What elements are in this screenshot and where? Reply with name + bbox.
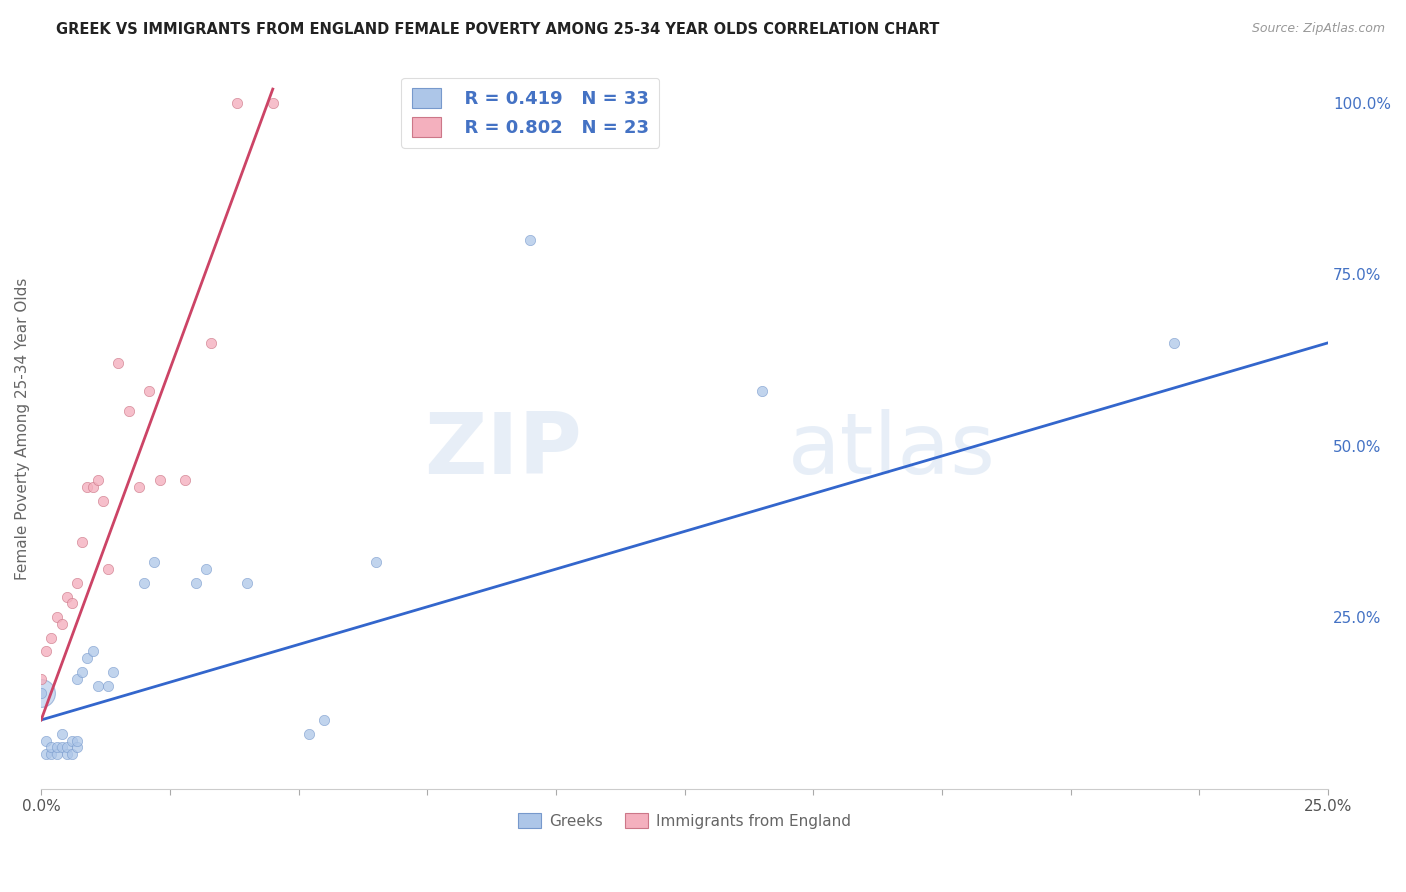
Point <box>56 590 79 604</box>
Y-axis label: Female Poverty Among 25-34 Year Olds: Female Poverty Among 25-34 Year Olds <box>15 277 30 580</box>
Text: GREEK VS IMMIGRANTS FROM ENGLAND FEMALE POVERTY AMONG 25-34 YEAR OLDS CORRELATIO: GREEK VS IMMIGRANTS FROM ENGLAND FEMALE … <box>56 22 939 37</box>
Point <box>519 233 541 247</box>
Point <box>51 740 73 755</box>
Point <box>66 733 89 747</box>
Point <box>30 672 52 686</box>
Point <box>72 534 94 549</box>
Point <box>45 747 67 762</box>
Point <box>76 651 98 665</box>
Point <box>35 733 58 747</box>
Point <box>298 726 321 740</box>
Point <box>51 616 73 631</box>
Point <box>56 747 79 762</box>
Point <box>314 713 336 727</box>
Legend: Greeks, Immigrants from England: Greeks, Immigrants from England <box>512 806 858 835</box>
Point <box>148 473 170 487</box>
Point <box>103 665 125 679</box>
Text: ZIP: ZIP <box>425 409 582 491</box>
Text: Source: ZipAtlas.com: Source: ZipAtlas.com <box>1251 22 1385 36</box>
Point <box>225 95 247 110</box>
Point <box>66 672 89 686</box>
Point <box>97 679 120 693</box>
Point <box>45 740 67 755</box>
Point <box>117 404 139 418</box>
Point <box>236 575 259 590</box>
Point <box>41 747 63 762</box>
Point <box>87 473 110 487</box>
Point <box>60 747 83 762</box>
Point <box>41 740 63 755</box>
Point <box>143 555 166 569</box>
Point <box>200 335 222 350</box>
Point <box>56 740 79 755</box>
Point <box>35 644 58 658</box>
Point <box>194 562 217 576</box>
Point <box>138 384 160 398</box>
Point <box>66 575 89 590</box>
Point <box>76 480 98 494</box>
Point <box>87 679 110 693</box>
Point <box>41 631 63 645</box>
Point <box>60 733 83 747</box>
Point <box>1163 335 1185 350</box>
Point <box>72 665 94 679</box>
Point <box>51 726 73 740</box>
Text: atlas: atlas <box>787 409 995 491</box>
Point <box>82 480 104 494</box>
Point <box>107 356 129 370</box>
Point <box>30 685 52 699</box>
Point <box>60 596 83 610</box>
Point <box>751 384 773 398</box>
Point <box>66 740 89 755</box>
Point <box>82 644 104 658</box>
Point <box>97 562 120 576</box>
Point <box>45 610 67 624</box>
Point <box>128 480 150 494</box>
Point <box>174 473 197 487</box>
Point <box>364 555 387 569</box>
Point <box>262 95 284 110</box>
Point <box>30 685 52 699</box>
Point <box>184 575 207 590</box>
Point <box>91 493 114 508</box>
Point <box>132 575 155 590</box>
Point <box>35 747 58 762</box>
